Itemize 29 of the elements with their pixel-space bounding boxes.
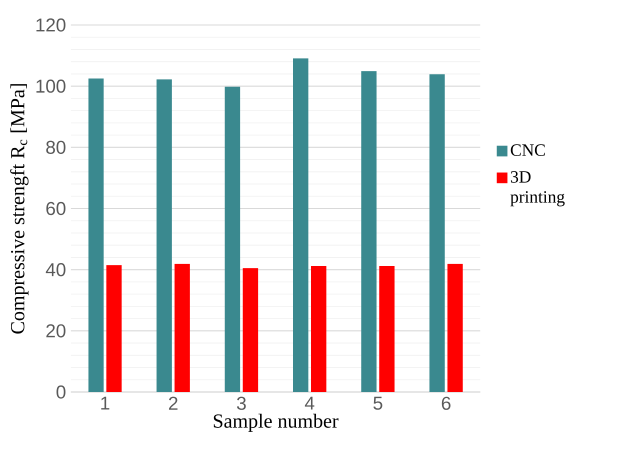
bar (429, 74, 445, 392)
y-tick-label: 80 (46, 140, 66, 154)
bar (174, 264, 190, 392)
bar (88, 78, 104, 392)
y-tick-label: 0 (56, 385, 66, 399)
bar (379, 266, 395, 392)
bar (293, 58, 308, 392)
bar (156, 79, 172, 392)
x-axis-title: Sample number (214, 414, 338, 432)
y-tick-label: 100 (36, 80, 66, 93)
bar (447, 264, 463, 392)
bar (224, 86, 240, 392)
y-axis-title: Compressive strengft R$_{c}$ [MPa] (10, 84, 29, 334)
legend-label: 3D printing (510, 171, 565, 206)
x-tick-label: 5 (373, 396, 382, 410)
x-tick-label: 2 (168, 396, 178, 410)
bar (361, 71, 377, 392)
x-tick-label: 4 (304, 396, 314, 410)
y-tick-label: 60 (46, 202, 66, 216)
x-tick-label: 3 (236, 396, 246, 410)
bar (106, 265, 122, 392)
legend-label: CNC (510, 144, 545, 156)
bar (311, 266, 326, 392)
y-tick-label: 40 (46, 263, 66, 276)
x-tick-label: 1 (101, 396, 110, 410)
bar (242, 268, 258, 392)
x-tick-label: 6 (442, 396, 450, 410)
y-tick-label: 20 (46, 324, 66, 338)
y-tick-label: 120 (36, 18, 66, 32)
